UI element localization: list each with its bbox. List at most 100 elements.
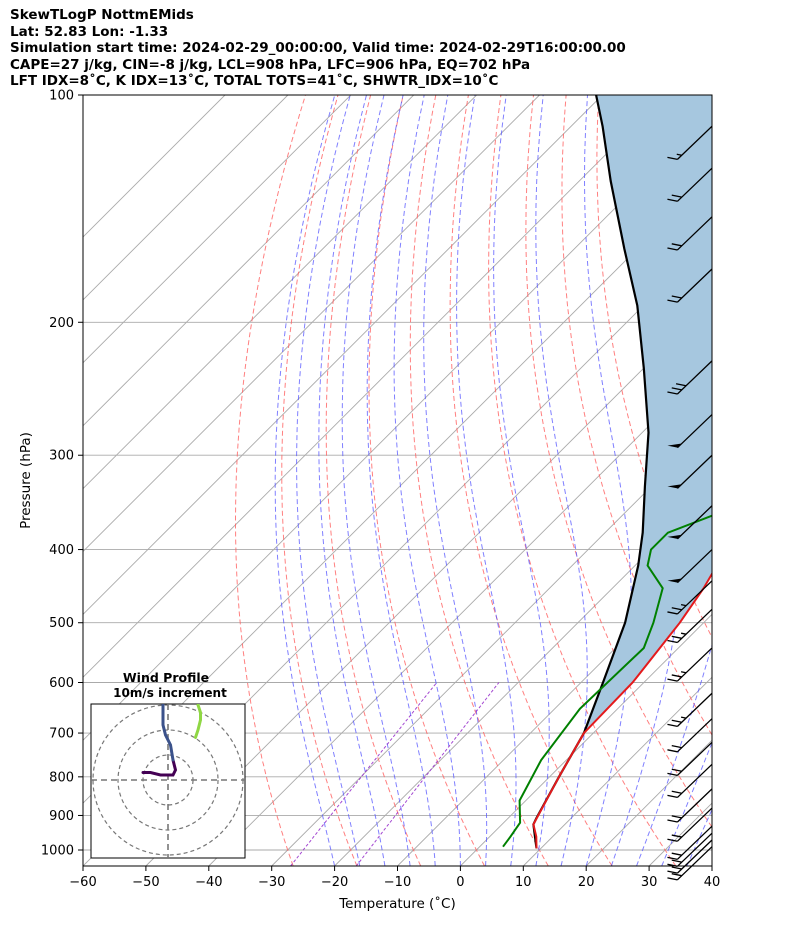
moist-adiabat: [686, 808, 712, 866]
x-tick-label: 40: [704, 875, 721, 890]
isotherm-line: [83, 95, 289, 301]
isotherm-line: [83, 110, 712, 741]
y-tick-label: 200: [49, 316, 74, 331]
y-tick-label: 1000: [41, 844, 74, 859]
isotherm-line: [460, 613, 712, 866]
wind-barb: [667, 167, 713, 202]
x-tick-label: −30: [258, 875, 285, 890]
wind-barbs: [667, 125, 713, 881]
moist-adiabat: [493, 95, 550, 866]
isotherm-line: [208, 362, 712, 866]
wind-barb: [667, 846, 713, 881]
wind-barb: [667, 692, 713, 728]
header-title: SkewTLogP NottmEMids: [10, 7, 194, 23]
x-tick-label: 30: [641, 875, 658, 890]
dry-adiabat: [525, 95, 712, 829]
wind-barb: [667, 268, 713, 303]
x-axis-label: Temperature (˚C): [338, 895, 456, 912]
y-tick-label: 800: [49, 770, 74, 785]
moist-adiabat: [610, 95, 684, 866]
temperature-line: [532, 571, 712, 849]
dry-adiabat: [235, 95, 306, 866]
moist-adiabat: [296, 95, 361, 866]
isotherm-line: [83, 95, 540, 553]
isotherm-line: [145, 299, 712, 866]
isotherm-line: [271, 425, 712, 866]
dry-adiabat: [281, 95, 358, 866]
wind-barb: [667, 454, 713, 489]
isotherm-line: [83, 95, 666, 678]
x-tick-label: −20: [321, 875, 348, 890]
hodograph-title: Wind Profile: [123, 670, 209, 685]
isotherm-line: [83, 95, 352, 364]
y-axis-label: Pressure (hPa): [18, 432, 34, 529]
dry-adiabat: [325, 95, 422, 866]
y-tick-label: 900: [49, 809, 74, 824]
wind-barb: [667, 763, 713, 799]
isotherm-line: [397, 550, 712, 866]
moist-adiabat: [737, 95, 794, 866]
isotherm-line: [522, 676, 712, 866]
header-indices-1: CAPE=27 j/kg, CIN=-8 j/kg, LCL=908 hPa, …: [10, 56, 531, 73]
moist-adiabat: [366, 95, 436, 866]
wind-barb: [667, 825, 713, 860]
wind-barb: [667, 580, 713, 615]
plot-area: [83, 95, 794, 866]
y-tick-label: 700: [49, 727, 74, 742]
moist-adiabat: [535, 95, 588, 866]
dry-adiabat: [449, 95, 613, 866]
header-location: Lat: 52.83 Lon: -1.33: [10, 23, 169, 40]
header-indices-2: LFT IDX=8˚C, K IDX=13˚C, TOTAL TOTS=41˚C…: [10, 73, 499, 89]
y-tick-label: 300: [49, 449, 74, 464]
x-tick-label: 10: [515, 875, 532, 890]
moist-adiabat: [456, 95, 517, 866]
isotherm-line: [83, 95, 226, 238]
moist-adiabat: [393, 95, 461, 866]
wind-barb: [667, 839, 713, 874]
dry-adiabat: [729, 95, 794, 866]
x-tick-label: 20: [578, 875, 595, 890]
wind-barb: [667, 832, 713, 867]
wind-barb: [667, 414, 713, 449]
mixing-ratio-line: [290, 682, 438, 866]
moist-adiabat: [661, 741, 712, 866]
x-tick-label: −50: [132, 875, 159, 890]
dry-adiabat: [762, 95, 794, 866]
x-tick-label: −40: [195, 875, 222, 890]
moist-adiabat: [636, 95, 712, 866]
hodograph-trace: [161, 704, 175, 762]
hodograph-subtitle: 10m/s increment: [113, 686, 227, 700]
wind-barb: [667, 505, 713, 540]
header-times: Simulation start time: 2024-02-29_00:00:…: [10, 40, 626, 56]
wind-barb: [667, 549, 713, 584]
dry-adiabat: [596, 95, 712, 639]
y-tick-label: 400: [49, 543, 74, 558]
isotherm-line: [711, 865, 712, 866]
moist-adiabat: [318, 95, 386, 866]
isotherm-line: [83, 95, 603, 616]
dry-adiabat: [488, 95, 677, 866]
wind-barb: [667, 741, 713, 777]
header: SkewTLogP NottmEMids Lat: 52.83 Lon: -1.…: [10, 7, 626, 90]
x-tick-label: −60: [69, 875, 96, 890]
wind-barb: [667, 216, 713, 251]
isotherm-line: [334, 487, 712, 866]
isotherm-line: [83, 95, 477, 490]
x-tick-label: −10: [384, 875, 411, 890]
moist-adiabat: [274, 95, 336, 866]
hodograph-trace: [194, 704, 202, 739]
wind-barb: [667, 788, 713, 823]
y-tick-label: 500: [49, 616, 74, 631]
moist-adiabat: [711, 864, 712, 866]
mixing-ratio-line: [355, 682, 500, 866]
wind-barb: [667, 608, 713, 644]
wind-barb: [667, 647, 713, 682]
x-tick-label: 0: [456, 875, 464, 890]
dry-adiabat: [368, 95, 485, 866]
moist-adiabat: [423, 95, 488, 866]
moist-adiabat: [341, 95, 411, 866]
isotherm-line: [83, 95, 415, 427]
wind-barb: [667, 807, 713, 842]
